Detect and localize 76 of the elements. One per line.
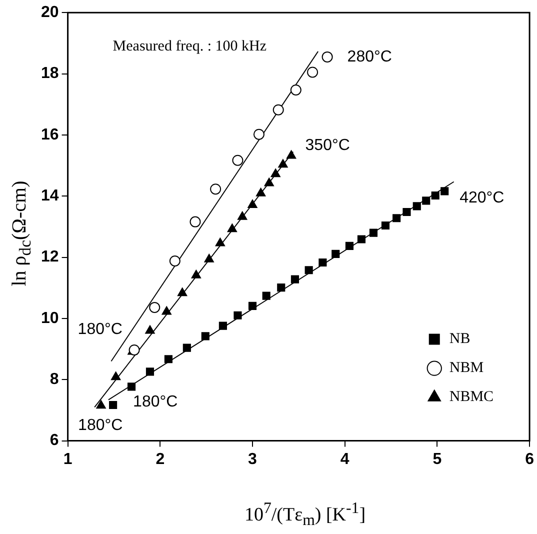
point xyxy=(264,178,274,186)
point xyxy=(286,150,296,159)
point xyxy=(345,242,354,250)
point xyxy=(96,400,106,409)
annotation: Measured freq. : 100 kHz xyxy=(112,38,267,55)
point xyxy=(412,202,421,210)
annotation: 180°C xyxy=(78,321,122,338)
point xyxy=(164,355,172,364)
x-tick-label: 2 xyxy=(156,450,165,468)
point xyxy=(248,302,257,310)
point xyxy=(234,311,242,320)
point xyxy=(322,51,333,62)
point xyxy=(227,224,238,232)
y-tick-label: 16 xyxy=(41,126,59,144)
point xyxy=(304,266,313,274)
point xyxy=(149,302,160,313)
x-tick-label: 1 xyxy=(63,450,72,468)
point xyxy=(272,104,284,116)
point xyxy=(256,188,266,196)
annotation: 350°C xyxy=(305,137,350,154)
point xyxy=(210,184,222,195)
y-tick-label: 6 xyxy=(50,432,59,450)
point xyxy=(232,154,244,166)
point xyxy=(177,288,188,296)
y-tick-label: 8 xyxy=(50,371,59,388)
point xyxy=(253,128,264,140)
point xyxy=(332,250,340,258)
y-tick-label: 14 xyxy=(41,188,59,205)
point xyxy=(146,368,154,376)
point xyxy=(290,275,300,284)
point xyxy=(218,322,227,330)
x-axis-title: 10$^{7}$/(Tε$_{m}$) [K$^{-1}$] xyxy=(243,500,367,530)
point xyxy=(262,292,270,300)
y-tick-label: 12 xyxy=(41,248,59,266)
point xyxy=(127,382,136,391)
point xyxy=(238,211,248,220)
point xyxy=(369,228,378,237)
point xyxy=(290,84,302,96)
point xyxy=(307,66,318,78)
y-tick-label: 18 xyxy=(41,65,59,82)
x-tick-label: 4 xyxy=(340,450,350,468)
x-tick-label: 6 xyxy=(525,450,534,468)
annotation: 180°C xyxy=(78,417,123,434)
point xyxy=(169,255,180,266)
point xyxy=(431,191,440,200)
legend-label: NBM xyxy=(449,360,484,376)
point xyxy=(109,400,118,410)
point xyxy=(201,332,210,340)
y-tick-label: 20 xyxy=(41,4,59,22)
point xyxy=(402,208,411,216)
point xyxy=(278,159,288,168)
point xyxy=(440,187,449,196)
point xyxy=(182,344,191,352)
annotation: 420°C xyxy=(460,190,504,207)
y-tick-label: 10 xyxy=(41,310,59,327)
annotation: 280°C xyxy=(347,48,392,66)
point xyxy=(191,270,201,278)
point xyxy=(392,214,401,222)
point xyxy=(162,306,172,315)
point xyxy=(270,168,280,178)
point xyxy=(277,284,286,292)
point xyxy=(145,325,155,334)
x-tick-label: 5 xyxy=(432,450,442,468)
point xyxy=(215,238,226,246)
point xyxy=(204,254,214,262)
point xyxy=(381,221,390,230)
legend-label: NB xyxy=(449,331,470,348)
point xyxy=(357,235,366,244)
point xyxy=(318,258,327,267)
point xyxy=(422,196,430,205)
legend-label: NBMC xyxy=(449,389,494,406)
point xyxy=(190,216,201,228)
x-tick-label: 3 xyxy=(248,450,258,468)
point xyxy=(248,199,258,208)
annotation: 180°C xyxy=(133,393,178,410)
point xyxy=(110,372,121,380)
